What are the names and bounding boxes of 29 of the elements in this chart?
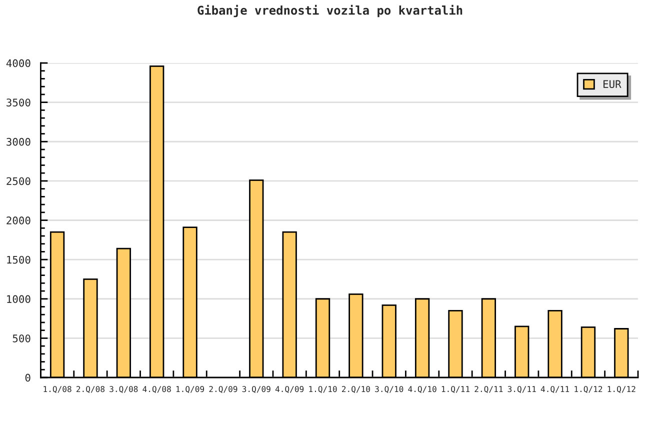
x-tick-label: 4.Q/10 (408, 386, 436, 394)
y-tick-label: 2500 (6, 177, 30, 186)
chart-title: Gibanje vrednosti vozila po kvartalih (198, 4, 462, 18)
y-tick-label: 4000 (6, 59, 30, 68)
x-tick-label: 3.Q/10 (375, 386, 404, 394)
y-tick-label: 500 (12, 334, 30, 342)
x-tick-label: 1.Q/11 (442, 386, 470, 394)
x-tick-label: 1.Q/12 (574, 386, 602, 394)
x-tick-label: 3.Q/11 (508, 386, 536, 394)
x-tick-label: 1.Q/09 (176, 386, 204, 394)
x-tick-label: 1.Q/12 (608, 386, 636, 394)
y-tick-label: 3500 (6, 98, 30, 106)
y-tick-label: 3000 (6, 138, 30, 146)
y-tick-label: 1500 (7, 256, 30, 264)
y-tick-label: 0 (25, 374, 30, 382)
y-tick-label: 1000 (7, 295, 30, 304)
x-tick-label: 1.Q/10 (309, 386, 337, 394)
x-tick-label: 2.Q/10 (342, 386, 370, 394)
x-tick-label: 4.Q/08 (142, 386, 171, 394)
x-tick-label: 4.Q/09 (275, 386, 304, 394)
x-tick-label: 1.Q/08 (44, 386, 72, 394)
x-tick-label: 3.Q/09 (242, 386, 270, 394)
x-tick-label: 2.Q/11 (474, 386, 503, 394)
x-tick-label: 2.Q/09 (209, 386, 238, 394)
x-tick-label: 2.Q/08 (76, 386, 105, 394)
legend-label: EUR (604, 80, 622, 88)
x-tick-label: 4.Q/11 (540, 386, 570, 394)
x-tick-label: 3.Q/08 (110, 386, 138, 394)
y-tick-label: 2000 (6, 216, 30, 224)
